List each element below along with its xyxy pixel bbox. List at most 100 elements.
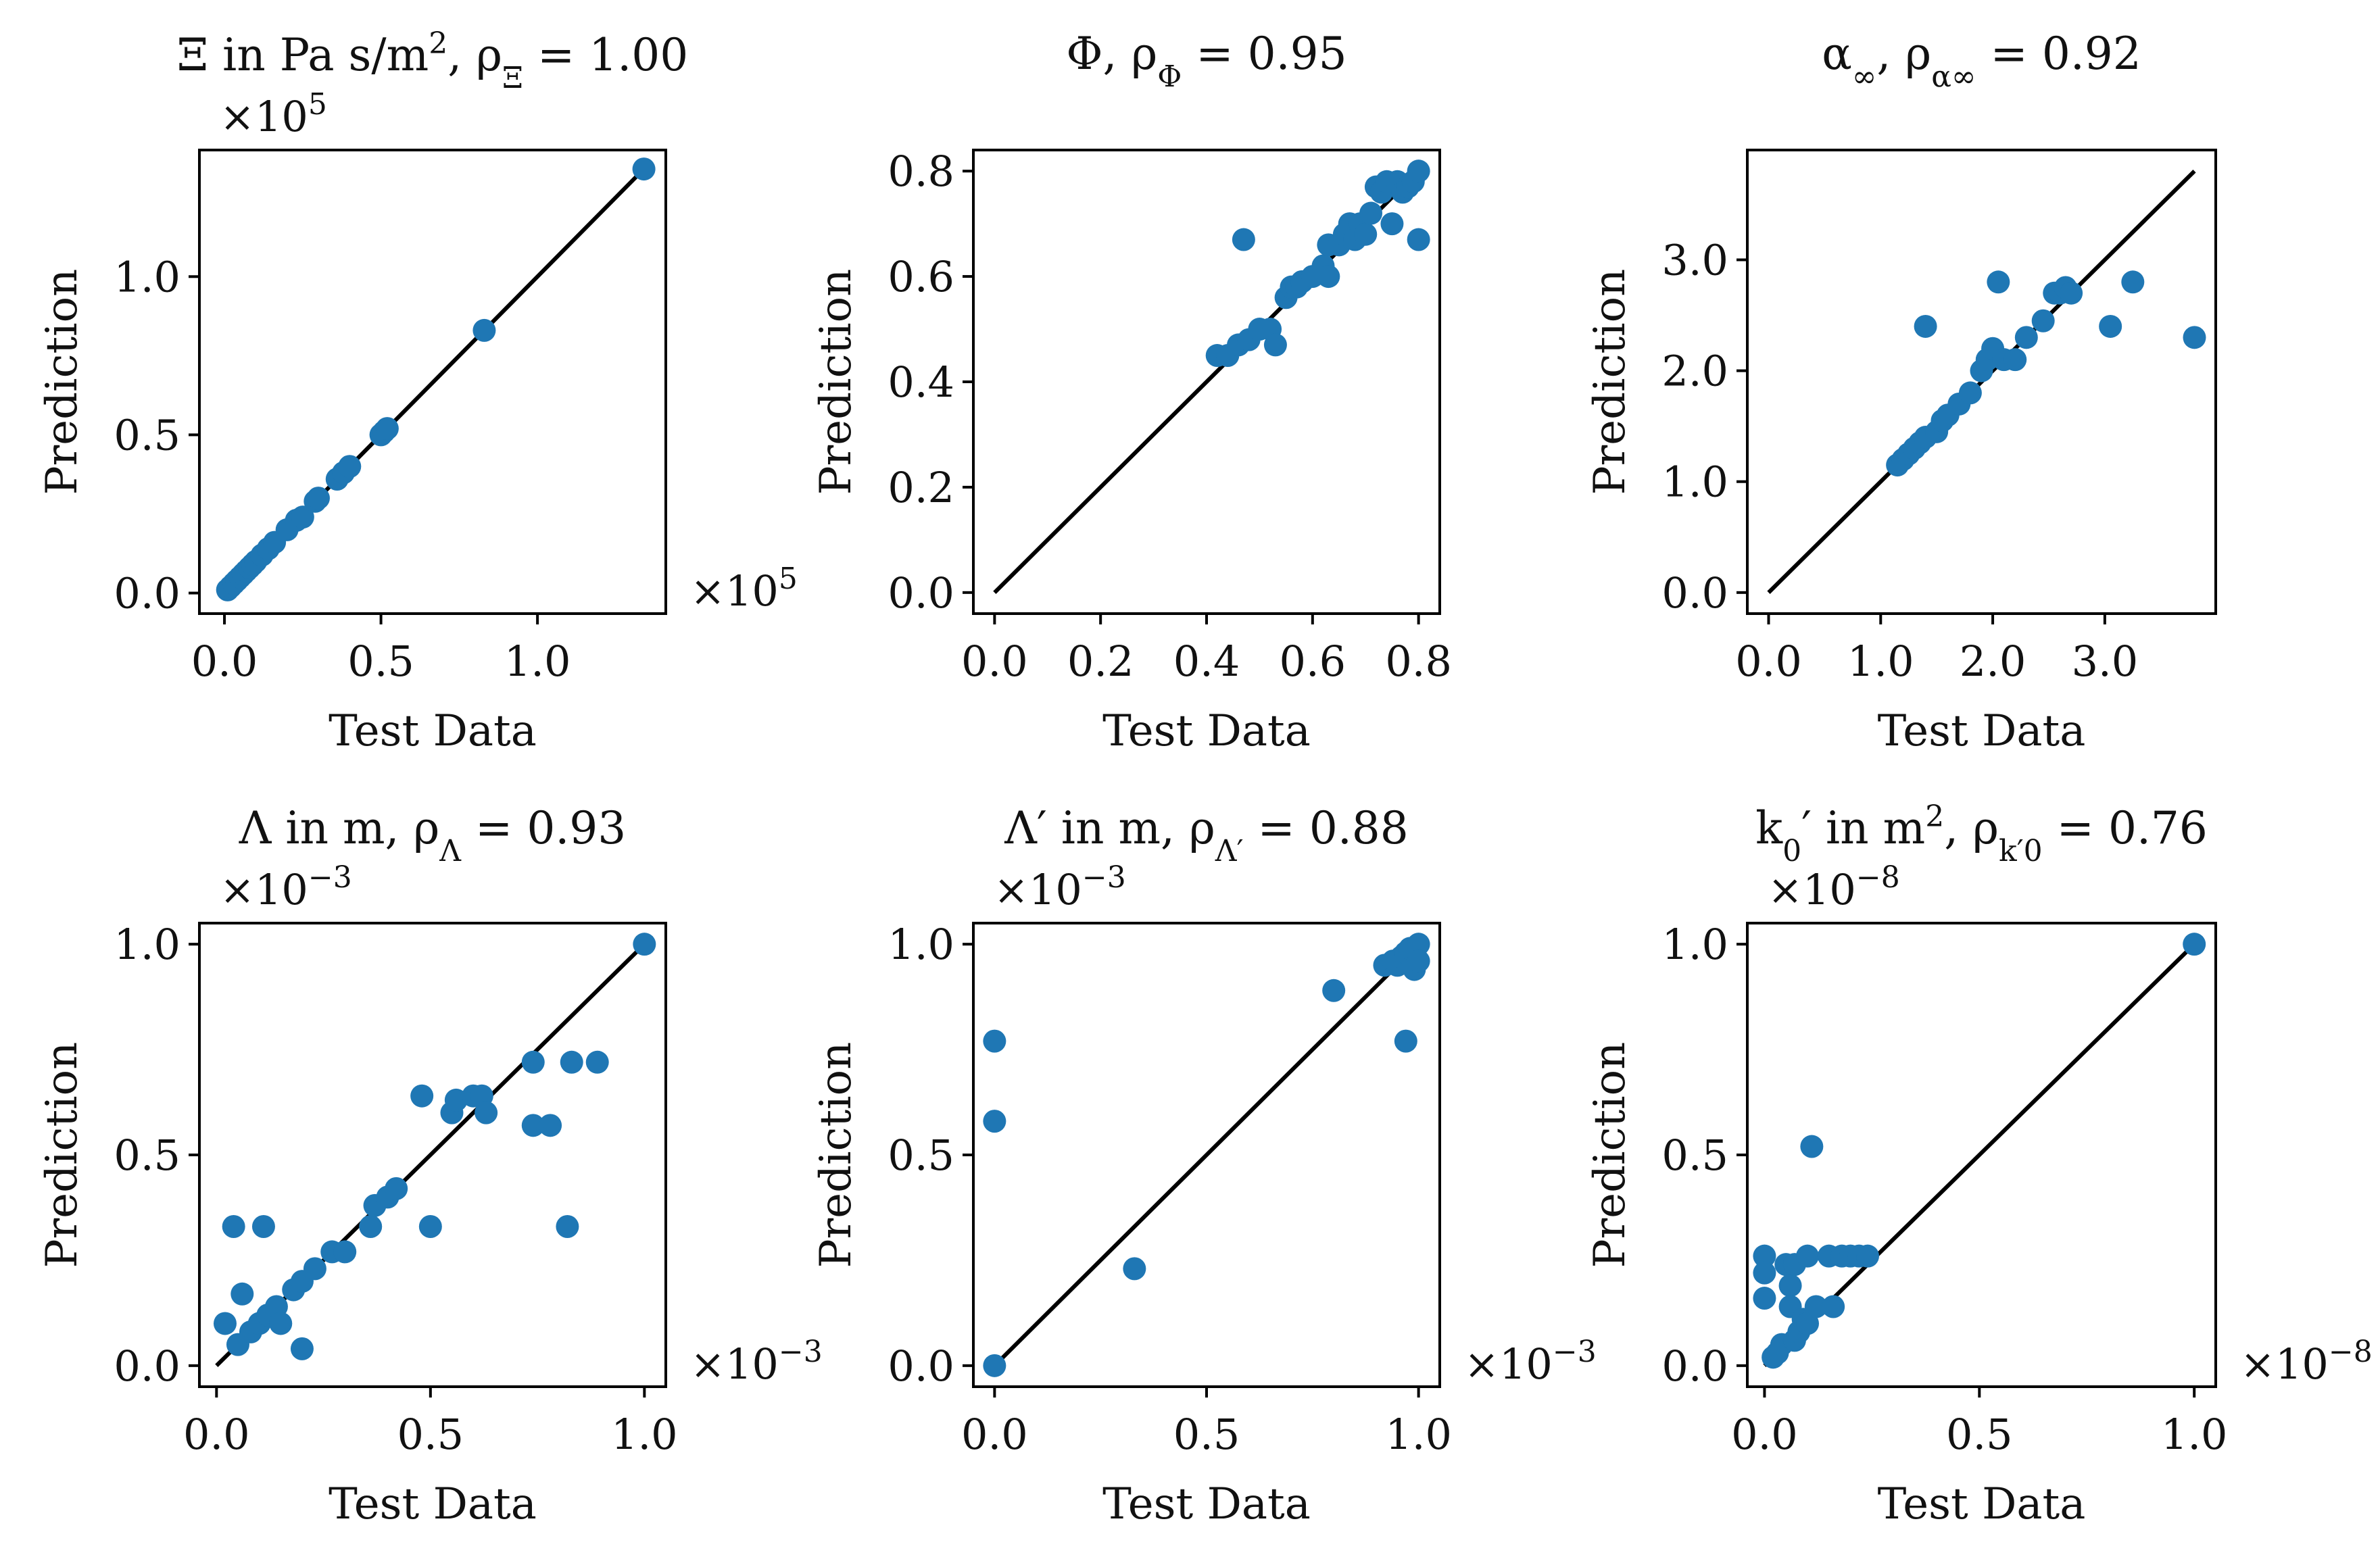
y-tick-label: 2.0 bbox=[1661, 347, 1728, 396]
x-offset-text: ×10−3 bbox=[1464, 1335, 1597, 1389]
y-tick-label: 0.6 bbox=[888, 252, 954, 301]
scatter-points bbox=[1753, 933, 2206, 1369]
data-point bbox=[1322, 979, 1346, 1002]
data-point bbox=[560, 1050, 583, 1074]
x-tick-label: 0.2 bbox=[1067, 637, 1134, 686]
x-tick-label: 0.0 bbox=[183, 1410, 250, 1459]
y-tick-label: 1.0 bbox=[114, 252, 180, 301]
text-part: 2 bbox=[1925, 799, 1944, 834]
x-tick-label: 1.0 bbox=[1847, 637, 1914, 686]
y-offset-text: ×10−8 bbox=[1768, 860, 1900, 915]
text-part: 5 bbox=[308, 87, 327, 122]
scatter-points bbox=[216, 157, 656, 601]
text-part: 0 bbox=[1782, 834, 1801, 868]
data-point bbox=[1778, 1274, 1802, 1298]
data-point bbox=[1856, 1244, 1880, 1268]
y-tick-label: 1.0 bbox=[1661, 458, 1728, 507]
y-tick-label: 0.5 bbox=[114, 410, 180, 460]
text-part: = 0.76 bbox=[2043, 802, 2208, 854]
x-tick-label: 0.4 bbox=[1173, 637, 1240, 686]
data-point bbox=[2183, 326, 2206, 349]
x-axis-label: Test Data bbox=[1102, 706, 1311, 756]
data-point bbox=[1800, 1135, 1824, 1158]
text-part: ρ bbox=[1131, 28, 1157, 80]
data-point bbox=[585, 1050, 609, 1074]
subplot-title: k0′ in m2, ρk′0 = 0.76 bbox=[1755, 799, 2208, 868]
data-point bbox=[1354, 222, 1378, 246]
x-offset-text: ×10−3 bbox=[690, 1335, 823, 1389]
axes-frame bbox=[198, 149, 667, 615]
y-axis-label: Prediction bbox=[811, 269, 861, 495]
text-part: , bbox=[1876, 28, 1905, 80]
y-axis-label: Prediction bbox=[37, 269, 87, 495]
y-axis-label: Prediction bbox=[1585, 1042, 1635, 1268]
data-point bbox=[2060, 281, 2083, 305]
text-part: Ξ bbox=[502, 61, 523, 95]
data-point bbox=[1394, 1029, 1417, 1053]
text-part: Λ′ bbox=[1215, 834, 1244, 868]
data-point bbox=[1232, 228, 1255, 251]
x-axis-label: Test Data bbox=[329, 1479, 537, 1529]
y-offset-text: ×10−3 bbox=[220, 860, 352, 915]
x-tick-label: 0.5 bbox=[397, 1410, 464, 1459]
text-part: = 1.00 bbox=[523, 29, 688, 81]
text-part: , bbox=[447, 29, 476, 81]
text-part: 5 bbox=[779, 562, 798, 596]
data-point bbox=[1407, 949, 1430, 973]
text-part: −3 bbox=[1082, 860, 1126, 895]
text-part: = 0.88 bbox=[1244, 802, 1409, 854]
data-point bbox=[521, 1114, 545, 1137]
data-point bbox=[213, 1312, 237, 1335]
data-point bbox=[1987, 270, 2010, 294]
x-tick-label: 0.0 bbox=[1731, 1410, 1798, 1459]
y-offset-text: ×105 bbox=[220, 87, 327, 142]
data-point bbox=[1753, 1244, 1776, 1268]
text-part: ∞ bbox=[1852, 59, 1877, 94]
subplot-title: Φ, ρΦ = 0.95 bbox=[1066, 28, 1346, 94]
text-part: −3 bbox=[1553, 1335, 1597, 1369]
text-part: ρ bbox=[1972, 802, 1999, 854]
text-part: ρ bbox=[1905, 28, 1931, 80]
subplot-title: Λ′ in m, ρΛ′ = 0.88 bbox=[1004, 802, 1409, 868]
y-tick-label: 0.0 bbox=[1661, 1341, 1728, 1391]
y-tick-label: 0.5 bbox=[1661, 1131, 1728, 1180]
y-axis-label: Prediction bbox=[37, 1042, 87, 1268]
data-point bbox=[983, 1110, 1006, 1133]
x-tick-label: 0.0 bbox=[961, 1410, 1028, 1459]
y-tick-label: 0.0 bbox=[114, 1341, 180, 1391]
x-tick-label: 2.0 bbox=[1960, 637, 2026, 686]
data-point bbox=[359, 1215, 383, 1239]
y-tick-label: 0.0 bbox=[888, 568, 954, 618]
text-part: Λ′ in m, bbox=[1004, 802, 1189, 854]
data-point bbox=[269, 1312, 293, 1335]
subplot-2: 0.0 0.2 0.4 0.6 0.8 0.0 0.2 0.4 0.6 0.8 Test Data P… bbox=[811, 28, 1452, 756]
x-tick-label: 0.5 bbox=[347, 637, 414, 686]
scatter-points bbox=[983, 933, 1430, 1377]
x-tick-label: 1.0 bbox=[1385, 1410, 1452, 1459]
x-tick-label: 0.0 bbox=[1735, 637, 1802, 686]
data-point bbox=[1380, 212, 1404, 236]
y-tick-label: 0.2 bbox=[888, 463, 954, 512]
subplot-3: 0.0 1.0 2.0 3.0 0.0 1.0 2.0 3.0 Test Data Predict… bbox=[1585, 28, 2217, 756]
x-axis-label: Test Data bbox=[1102, 1479, 1311, 1529]
data-point bbox=[290, 1337, 314, 1360]
data-point bbox=[230, 1282, 254, 1306]
identity-line bbox=[1763, 943, 2196, 1367]
data-point bbox=[1914, 314, 1937, 338]
data-point bbox=[632, 157, 656, 181]
data-point bbox=[385, 1177, 408, 1200]
text-part: ×10 bbox=[2240, 1339, 2329, 1389]
data-point bbox=[291, 505, 314, 529]
y-tick-label: 0.0 bbox=[114, 569, 180, 618]
data-point bbox=[1753, 1287, 1776, 1310]
data-point bbox=[1359, 201, 1383, 225]
data-point bbox=[472, 318, 496, 342]
y-tick-label: 1.0 bbox=[888, 920, 954, 969]
text-part: ×10 bbox=[690, 566, 779, 616]
y-tick-label: 3.0 bbox=[1661, 235, 1728, 285]
subplot-title: Λ in m, ρΛ = 0.93 bbox=[239, 802, 627, 868]
data-point bbox=[633, 933, 656, 956]
subplot-4: 0.0 0.5 1.0 0.0 0.5 1.0 Test Data Prediction Λ i… bbox=[37, 802, 823, 1529]
data-point bbox=[1407, 228, 1430, 251]
text-part: Λ bbox=[439, 834, 462, 868]
